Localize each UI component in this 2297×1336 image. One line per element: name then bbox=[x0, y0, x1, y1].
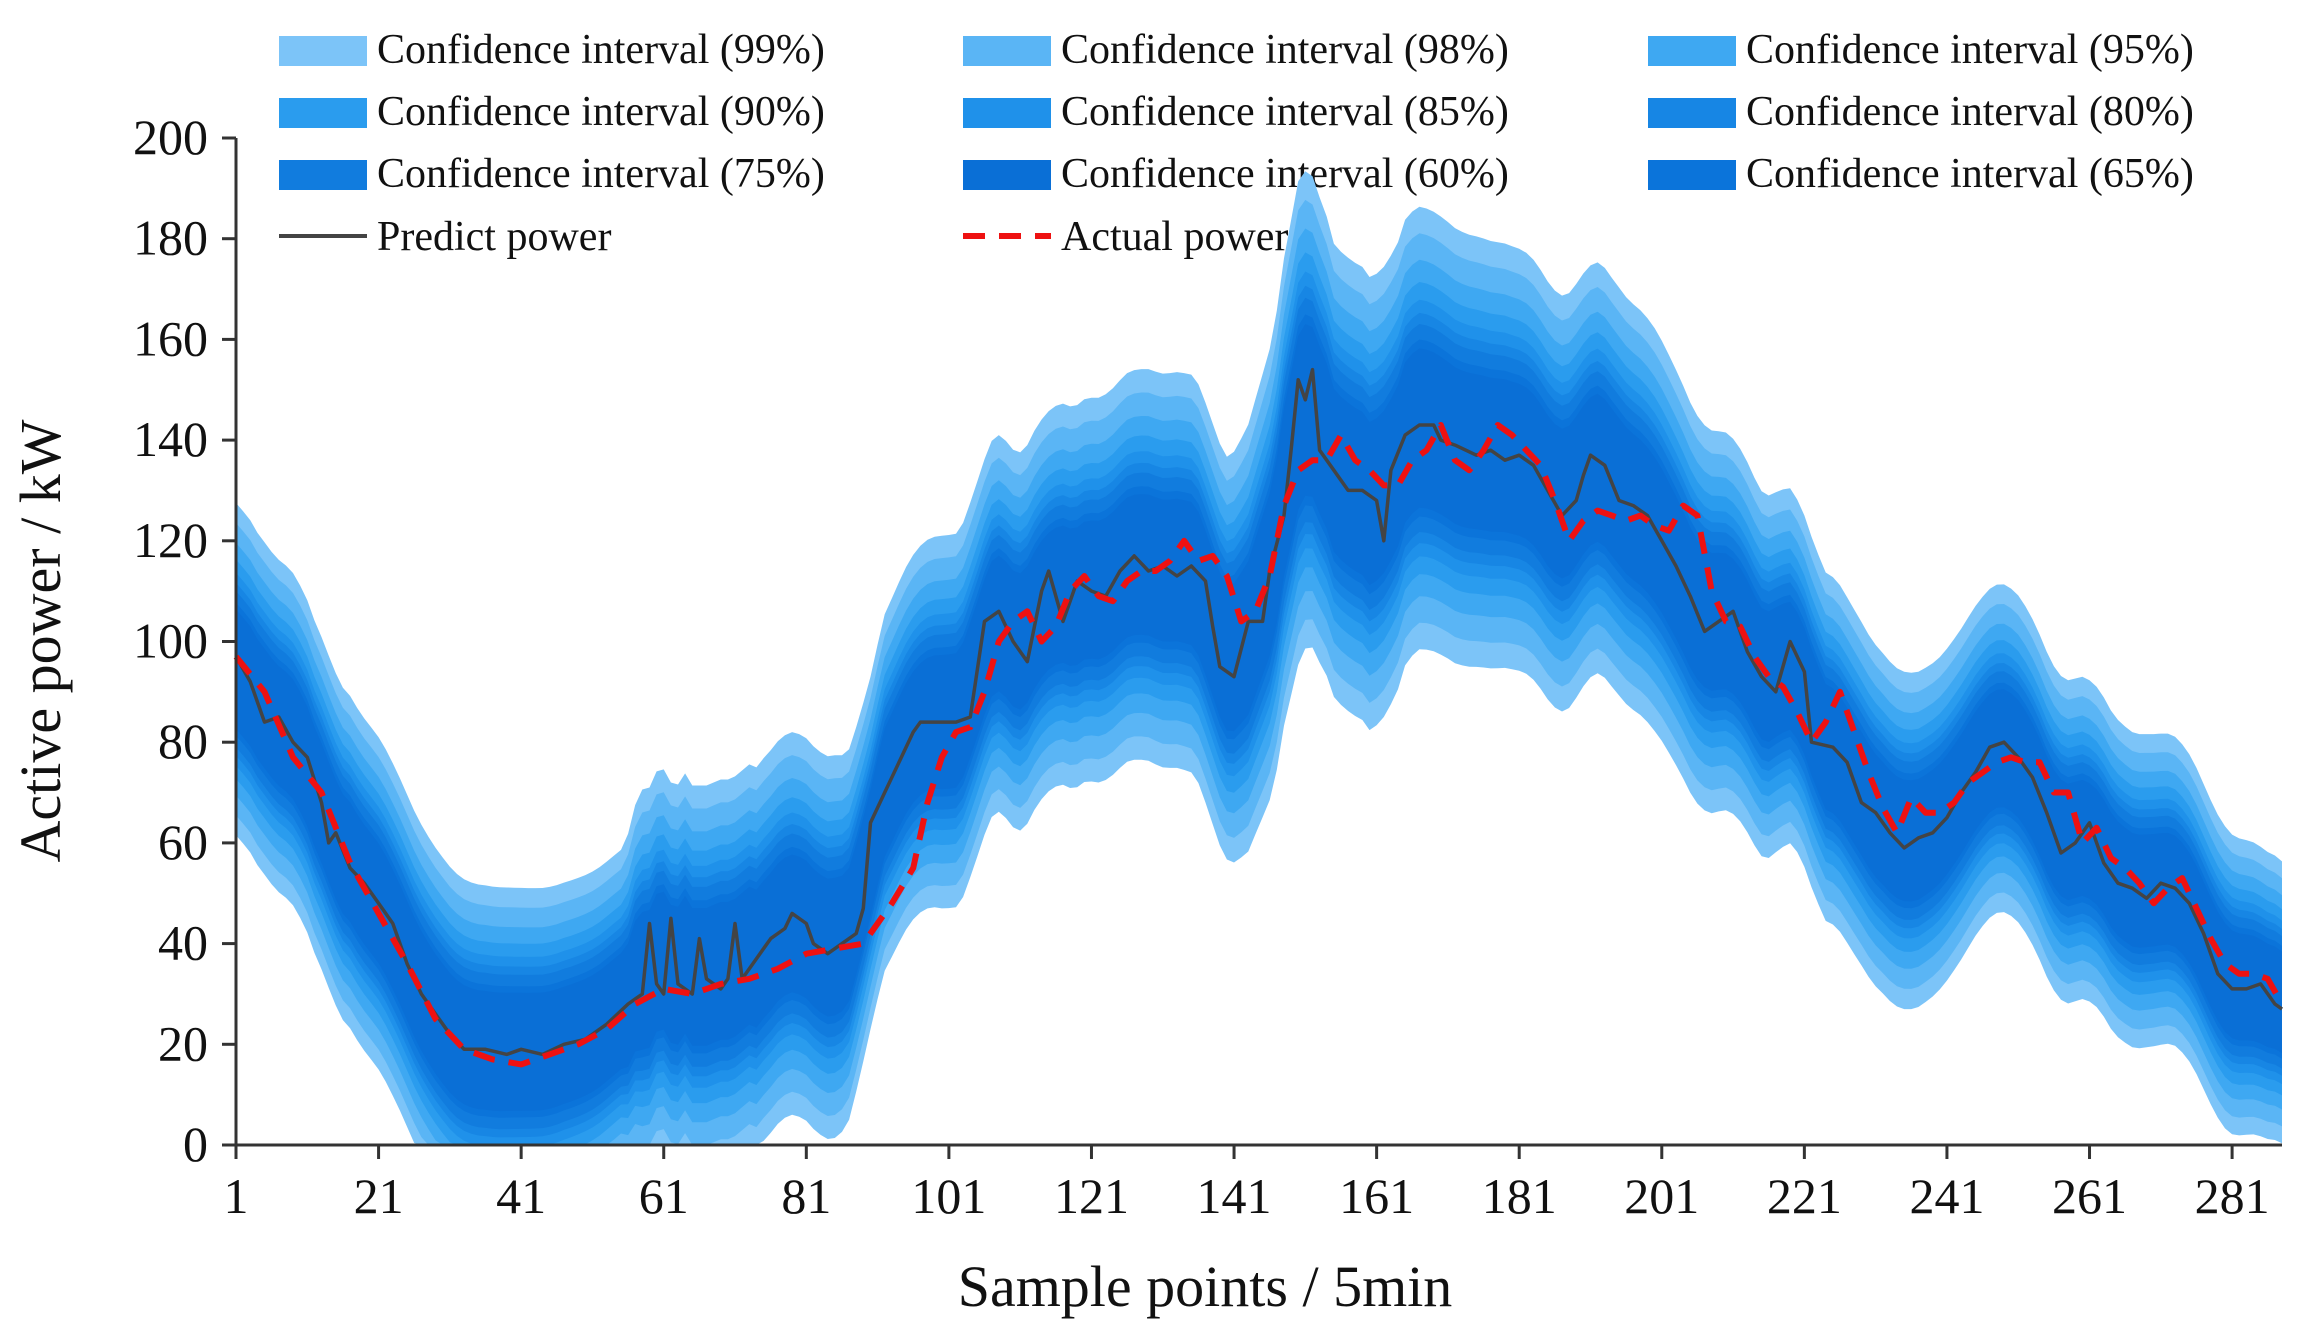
y-tick-label: 80 bbox=[158, 713, 208, 769]
legend-label-ci-95: Confidence interval (95%) bbox=[1746, 27, 2194, 73]
legend-label-ci-65: Confidence interval (65%) bbox=[1746, 151, 2194, 197]
legend-label-ci-80: Confidence interval (80%) bbox=[1746, 89, 2194, 135]
x-axis-title: Sample points / 5min bbox=[958, 1254, 1453, 1319]
legend-label-ci-90: Confidence interval (90%) bbox=[377, 89, 825, 135]
series-lines bbox=[233, 367, 2285, 1068]
y-tick-label: 100 bbox=[133, 613, 208, 669]
x-tick-label: 61 bbox=[639, 1168, 689, 1224]
legend-label-ci-98: Confidence interval (98%) bbox=[1061, 27, 1509, 73]
legend-label-ci-75: Confidence interval (75%) bbox=[377, 151, 825, 197]
y-tick-label: 40 bbox=[158, 915, 208, 971]
y-tick-label: 140 bbox=[133, 411, 208, 467]
legend-swatch-ci-65 bbox=[1648, 160, 1736, 190]
legend-label-ci-85: Confidence interval (85%) bbox=[1061, 89, 1509, 135]
x-tick-label: 161 bbox=[1339, 1168, 1414, 1224]
x-tick-label: 201 bbox=[1624, 1168, 1699, 1224]
y-tick-label: 180 bbox=[133, 210, 208, 266]
x-tick-label: 101 bbox=[911, 1168, 986, 1224]
x-tick-label: 181 bbox=[1482, 1168, 1557, 1224]
legend-swatch-ci-60 bbox=[963, 160, 1051, 190]
legend-label-ci-60: Confidence interval (60%) bbox=[1061, 151, 1509, 197]
x-tick-label: 281 bbox=[2195, 1168, 2270, 1224]
x-tick-label: 1 bbox=[224, 1168, 249, 1224]
x-tick-label: 241 bbox=[1909, 1168, 1984, 1224]
legend-swatch-ci-95 bbox=[1648, 36, 1736, 66]
legend-label-predict-power: Predict power bbox=[377, 214, 611, 260]
legend-swatch-ci-90 bbox=[279, 98, 367, 128]
legend: Confidence interval (99%) Confidence int… bbox=[279, 27, 2194, 260]
y-axis-title: Active power / kW bbox=[8, 419, 73, 862]
x-ticks: 1 21 41 61 81 101 121 141 161 181 201 221 241 261 281 bbox=[224, 1145, 2270, 1224]
y-tick-label: 20 bbox=[158, 1015, 208, 1071]
x-tick-label: 221 bbox=[1767, 1168, 1842, 1224]
y-tick-label: 120 bbox=[133, 512, 208, 568]
x-tick-label: 81 bbox=[781, 1168, 831, 1224]
x-tick-label: 41 bbox=[496, 1168, 546, 1224]
y-tick-label: 200 bbox=[133, 109, 208, 165]
y-ticks: 0 20 40 60 80 100 120 140 160 180 200 bbox=[133, 109, 236, 1172]
legend-label-actual-power: Actual power bbox=[1061, 214, 1288, 260]
legend-swatch-ci-85 bbox=[963, 98, 1051, 128]
x-tick-label: 21 bbox=[354, 1168, 404, 1224]
legend-swatch-ci-80 bbox=[1648, 98, 1736, 128]
legend-swatch-ci-98 bbox=[963, 36, 1051, 66]
x-tick-label: 121 bbox=[1054, 1168, 1129, 1224]
confidence-band-60 bbox=[236, 324, 2282, 1112]
legend-swatch-ci-99 bbox=[279, 36, 367, 66]
x-tick-label: 261 bbox=[2052, 1168, 2127, 1224]
x-tick-label: 141 bbox=[1197, 1168, 1272, 1224]
y-tick-label: 60 bbox=[158, 814, 208, 870]
y-tick-label: 0 bbox=[183, 1116, 208, 1172]
confidence-bands bbox=[236, 171, 2282, 1145]
actual-power-line bbox=[233, 422, 2285, 1068]
legend-label-ci-99: Confidence interval (99%) bbox=[377, 27, 825, 73]
y-tick-label: 160 bbox=[133, 310, 208, 366]
predict-power-line bbox=[234, 367, 2284, 1057]
legend-swatch-ci-75 bbox=[279, 160, 367, 190]
